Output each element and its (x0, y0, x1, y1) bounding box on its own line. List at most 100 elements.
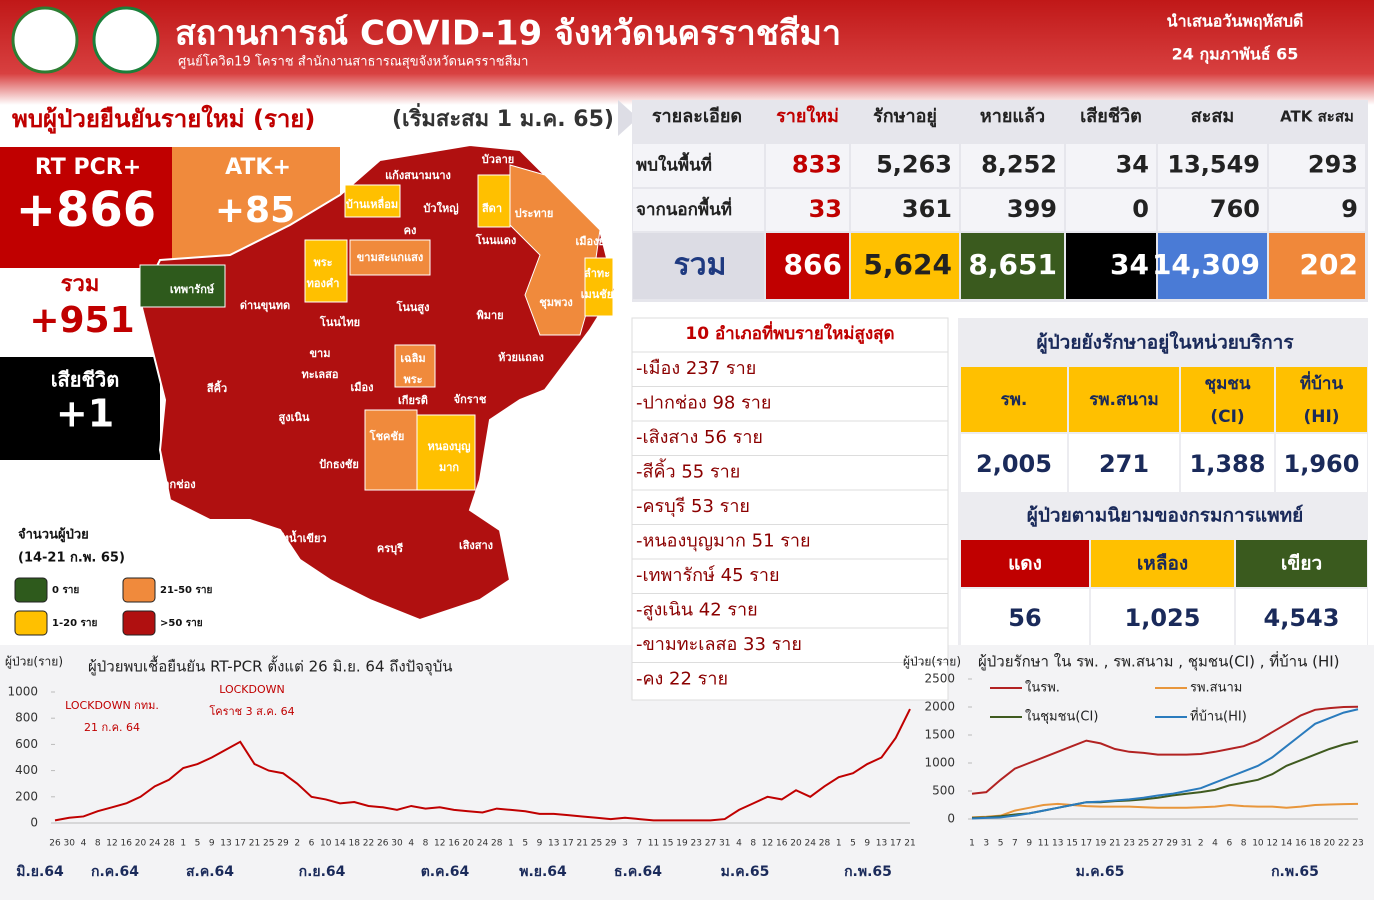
x-tick-label: 25 (591, 839, 602, 849)
value: +951 (29, 300, 134, 341)
table-cell-text: 34 (1116, 151, 1149, 179)
x-tick-label: 31 (719, 839, 730, 849)
table-cell-text: 13,549 (1167, 151, 1260, 179)
legend-swatch (14, 577, 48, 603)
panel-title: ผู้ป่วยยังรักษาอยู่ในหน่วยบริการ (1036, 331, 1294, 355)
table-cell-text: พบในพื้นที่ (636, 152, 712, 176)
y-tick-label: 1500 (924, 728, 955, 742)
value-text: 56 (1008, 604, 1041, 632)
annotation: LOCKDOWN กทม. (65, 699, 159, 712)
list-item: -สีคิ้ว 55 ราย (636, 459, 740, 483)
district-label: เมือง (351, 381, 374, 394)
rtpcr-box (0, 147, 172, 268)
label: ATK+ (225, 155, 291, 180)
y-tick-label: 200 (15, 789, 38, 803)
header-cell (1181, 367, 1274, 432)
legend-label: ในรพ. (1025, 680, 1060, 696)
district-label: ทะเลสอ (302, 368, 339, 381)
district-label: โนนสูง (395, 300, 429, 315)
district-area (304, 239, 348, 303)
legend-label: 21-50 ราย (160, 585, 212, 596)
table-header: รักษาอยู่ (873, 106, 937, 128)
x-tick-label: 9 (1026, 839, 1032, 849)
district-label: เกียรติ (398, 394, 428, 407)
x-tick-label: 13 (876, 839, 887, 849)
x-tick-label: 7 (1012, 839, 1018, 849)
map (138, 143, 617, 622)
table-cell (961, 233, 1064, 299)
y-tick-label: 400 (15, 763, 38, 777)
list-item: -เทพารักษ์ 45 ราย (636, 565, 780, 586)
x-tick-label: 8 (1241, 839, 1247, 849)
district-area (509, 164, 601, 336)
x-tick-label: 5 (522, 839, 528, 849)
value-cell (961, 589, 1089, 645)
table-cell-text: 760 (1210, 195, 1260, 223)
district-area (394, 344, 436, 388)
table-cell (1158, 233, 1267, 299)
table-cell (851, 189, 959, 231)
value-cell (1276, 434, 1367, 492)
value-cell (1236, 589, 1367, 645)
total-box (0, 268, 160, 357)
table-header: รายละเอียด (652, 106, 742, 127)
district-label: โชคชัย (369, 429, 405, 443)
district-label: เมืองยาง (576, 235, 617, 248)
x-tick-label: 27 (705, 839, 716, 849)
x-tick-label: 19 (676, 839, 688, 849)
label: เสียชีวิต (51, 368, 120, 392)
x-tick-label: 12 (106, 839, 117, 849)
logo (92, 6, 160, 74)
district-label: คง (404, 224, 417, 237)
month-label: ต.ค.64 (421, 864, 470, 880)
district-label: มาก (439, 461, 459, 474)
province (138, 143, 617, 622)
value-text: 271 (1099, 450, 1149, 478)
heading: พบผู้ป่วยยืนยันรายใหม่ (ราย) (12, 104, 315, 134)
table-cell-text: 833 (792, 151, 842, 179)
table-cell (1269, 233, 1365, 299)
legend-label: รพ.สนาม (1190, 681, 1242, 696)
district-label: ขามสะแกแสง (357, 251, 424, 264)
header-text: รพ. (1001, 390, 1028, 410)
x-tick-label: 6 (309, 839, 315, 849)
heading-note: (เริ่มสะสม 1 ม.ค. 65) (392, 102, 614, 132)
district-area (344, 184, 401, 218)
district-label: ทองคำ (307, 277, 340, 290)
y-tick-label: 1000 (7, 685, 38, 699)
x-tick-label: 18 (349, 839, 361, 849)
axis-label: ผู้ป่วย(ราย) (903, 655, 961, 670)
legend-label: 1-20 ราย (52, 618, 97, 629)
x-tick-label: 14 (334, 839, 346, 849)
x-tick-label: 12 (434, 839, 445, 849)
value-cell (1091, 589, 1234, 645)
x-tick-label: 16 (776, 839, 788, 849)
x-tick-label: 23 (1124, 839, 1135, 849)
table-cell-text: 361 (902, 195, 952, 223)
x-tick-label: 18 (1309, 839, 1321, 849)
axis-label: ผู้ป่วย(ราย) (5, 655, 63, 670)
header-cell (1069, 367, 1179, 432)
x-tick-label: 9 (864, 839, 870, 849)
table-cell (633, 189, 764, 231)
table-cell-text: 33 (809, 195, 842, 223)
arrow (618, 100, 638, 136)
legend-label: >50 ราย (160, 618, 203, 629)
table-cell-text: 202 (1300, 248, 1358, 281)
month-label: ธ.ค.64 (614, 864, 662, 880)
x-tick-label: 26 (49, 839, 61, 849)
table-cell (1158, 189, 1267, 231)
x-tick-label: 25 (1138, 839, 1149, 849)
chart-title: ผู้ป่วยพบเชื้อยืนยัน RT-PCR ตั้งแต่ 26 ม… (88, 656, 453, 677)
table-cell (961, 189, 1064, 231)
table-cell-text: 5,624 (863, 248, 952, 281)
series-line (971, 802, 1359, 819)
header-text: เหลือง (1137, 553, 1188, 575)
table-cell-text: 8,651 (968, 248, 1057, 281)
x-tick-label: 17 (562, 839, 573, 849)
x-tick-label: 2 (294, 839, 300, 849)
x-tick-label: 5 (195, 839, 201, 849)
x-tick-label: 16 (1295, 839, 1307, 849)
x-tick-label: 16 (121, 839, 133, 849)
y-tick-label: 2000 (924, 700, 955, 714)
